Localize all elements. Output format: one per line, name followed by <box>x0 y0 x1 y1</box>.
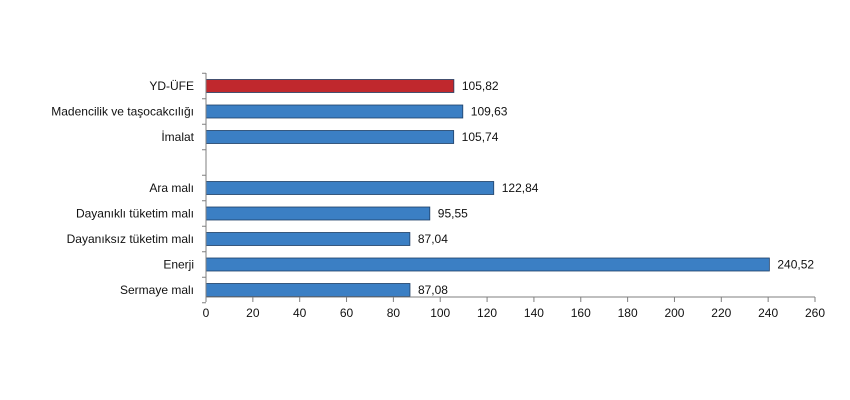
axes <box>205 73 815 298</box>
bar <box>205 232 411 246</box>
value-label: 95,55 <box>438 207 468 221</box>
category-label: Ara malı <box>149 181 194 195</box>
x-tick-label: 100 <box>430 306 450 320</box>
x-tick-label: 60 <box>340 306 354 320</box>
bar <box>205 130 455 144</box>
x-tick-label: 160 <box>571 306 591 320</box>
category-label: Dayanıksız tüketim malı <box>67 232 194 246</box>
x-tick-label: 200 <box>664 306 684 320</box>
value-label: 105,74 <box>462 130 499 144</box>
value-label: 109,63 <box>471 105 508 119</box>
value-label: 87,04 <box>418 232 448 246</box>
bar <box>205 206 431 221</box>
x-tick-label: 140 <box>524 306 544 320</box>
x-tick-label: 20 <box>246 306 260 320</box>
bar <box>205 79 455 93</box>
category-label: YD-ÜFE <box>149 79 194 93</box>
value-labels: 105,82 109,63 105,74 122,84 95,55 87,04 240,52… <box>418 79 815 297</box>
x-tick-label: 220 <box>711 306 731 320</box>
x-tick-label: 180 <box>618 306 638 320</box>
category-label: İmalat <box>161 130 194 144</box>
value-label: 122,84 <box>502 181 539 195</box>
category-label: Sermaye malı <box>120 283 194 297</box>
x-tick-label: 0 <box>203 306 210 320</box>
bar <box>205 181 495 195</box>
value-label: 87,08 <box>418 283 448 297</box>
x-axis-ticks: 0 20 40 60 80 100 120 140 160 180 200 220 240 260 <box>202 72 825 320</box>
category-label: Dayanıklı tüketim malı <box>76 207 194 221</box>
x-tick-label: 80 <box>387 306 401 320</box>
category-labels: YD-ÜFE Madencilik ve taşocakcılığı İmalat A… <box>51 79 194 297</box>
bar <box>205 283 411 297</box>
category-label: Madencilik ve taşocakcılığı <box>51 105 194 119</box>
value-label: 240,52 <box>777 258 814 272</box>
x-tick-label: 40 <box>293 306 307 320</box>
category-label: Enerji <box>163 258 194 272</box>
bar <box>205 257 770 272</box>
x-tick-label: 260 <box>805 306 825 320</box>
bar <box>205 104 464 119</box>
value-label: 105,82 <box>462 79 499 93</box>
x-tick-label: 240 <box>758 306 778 320</box>
x-tick-label: 120 <box>477 306 497 320</box>
